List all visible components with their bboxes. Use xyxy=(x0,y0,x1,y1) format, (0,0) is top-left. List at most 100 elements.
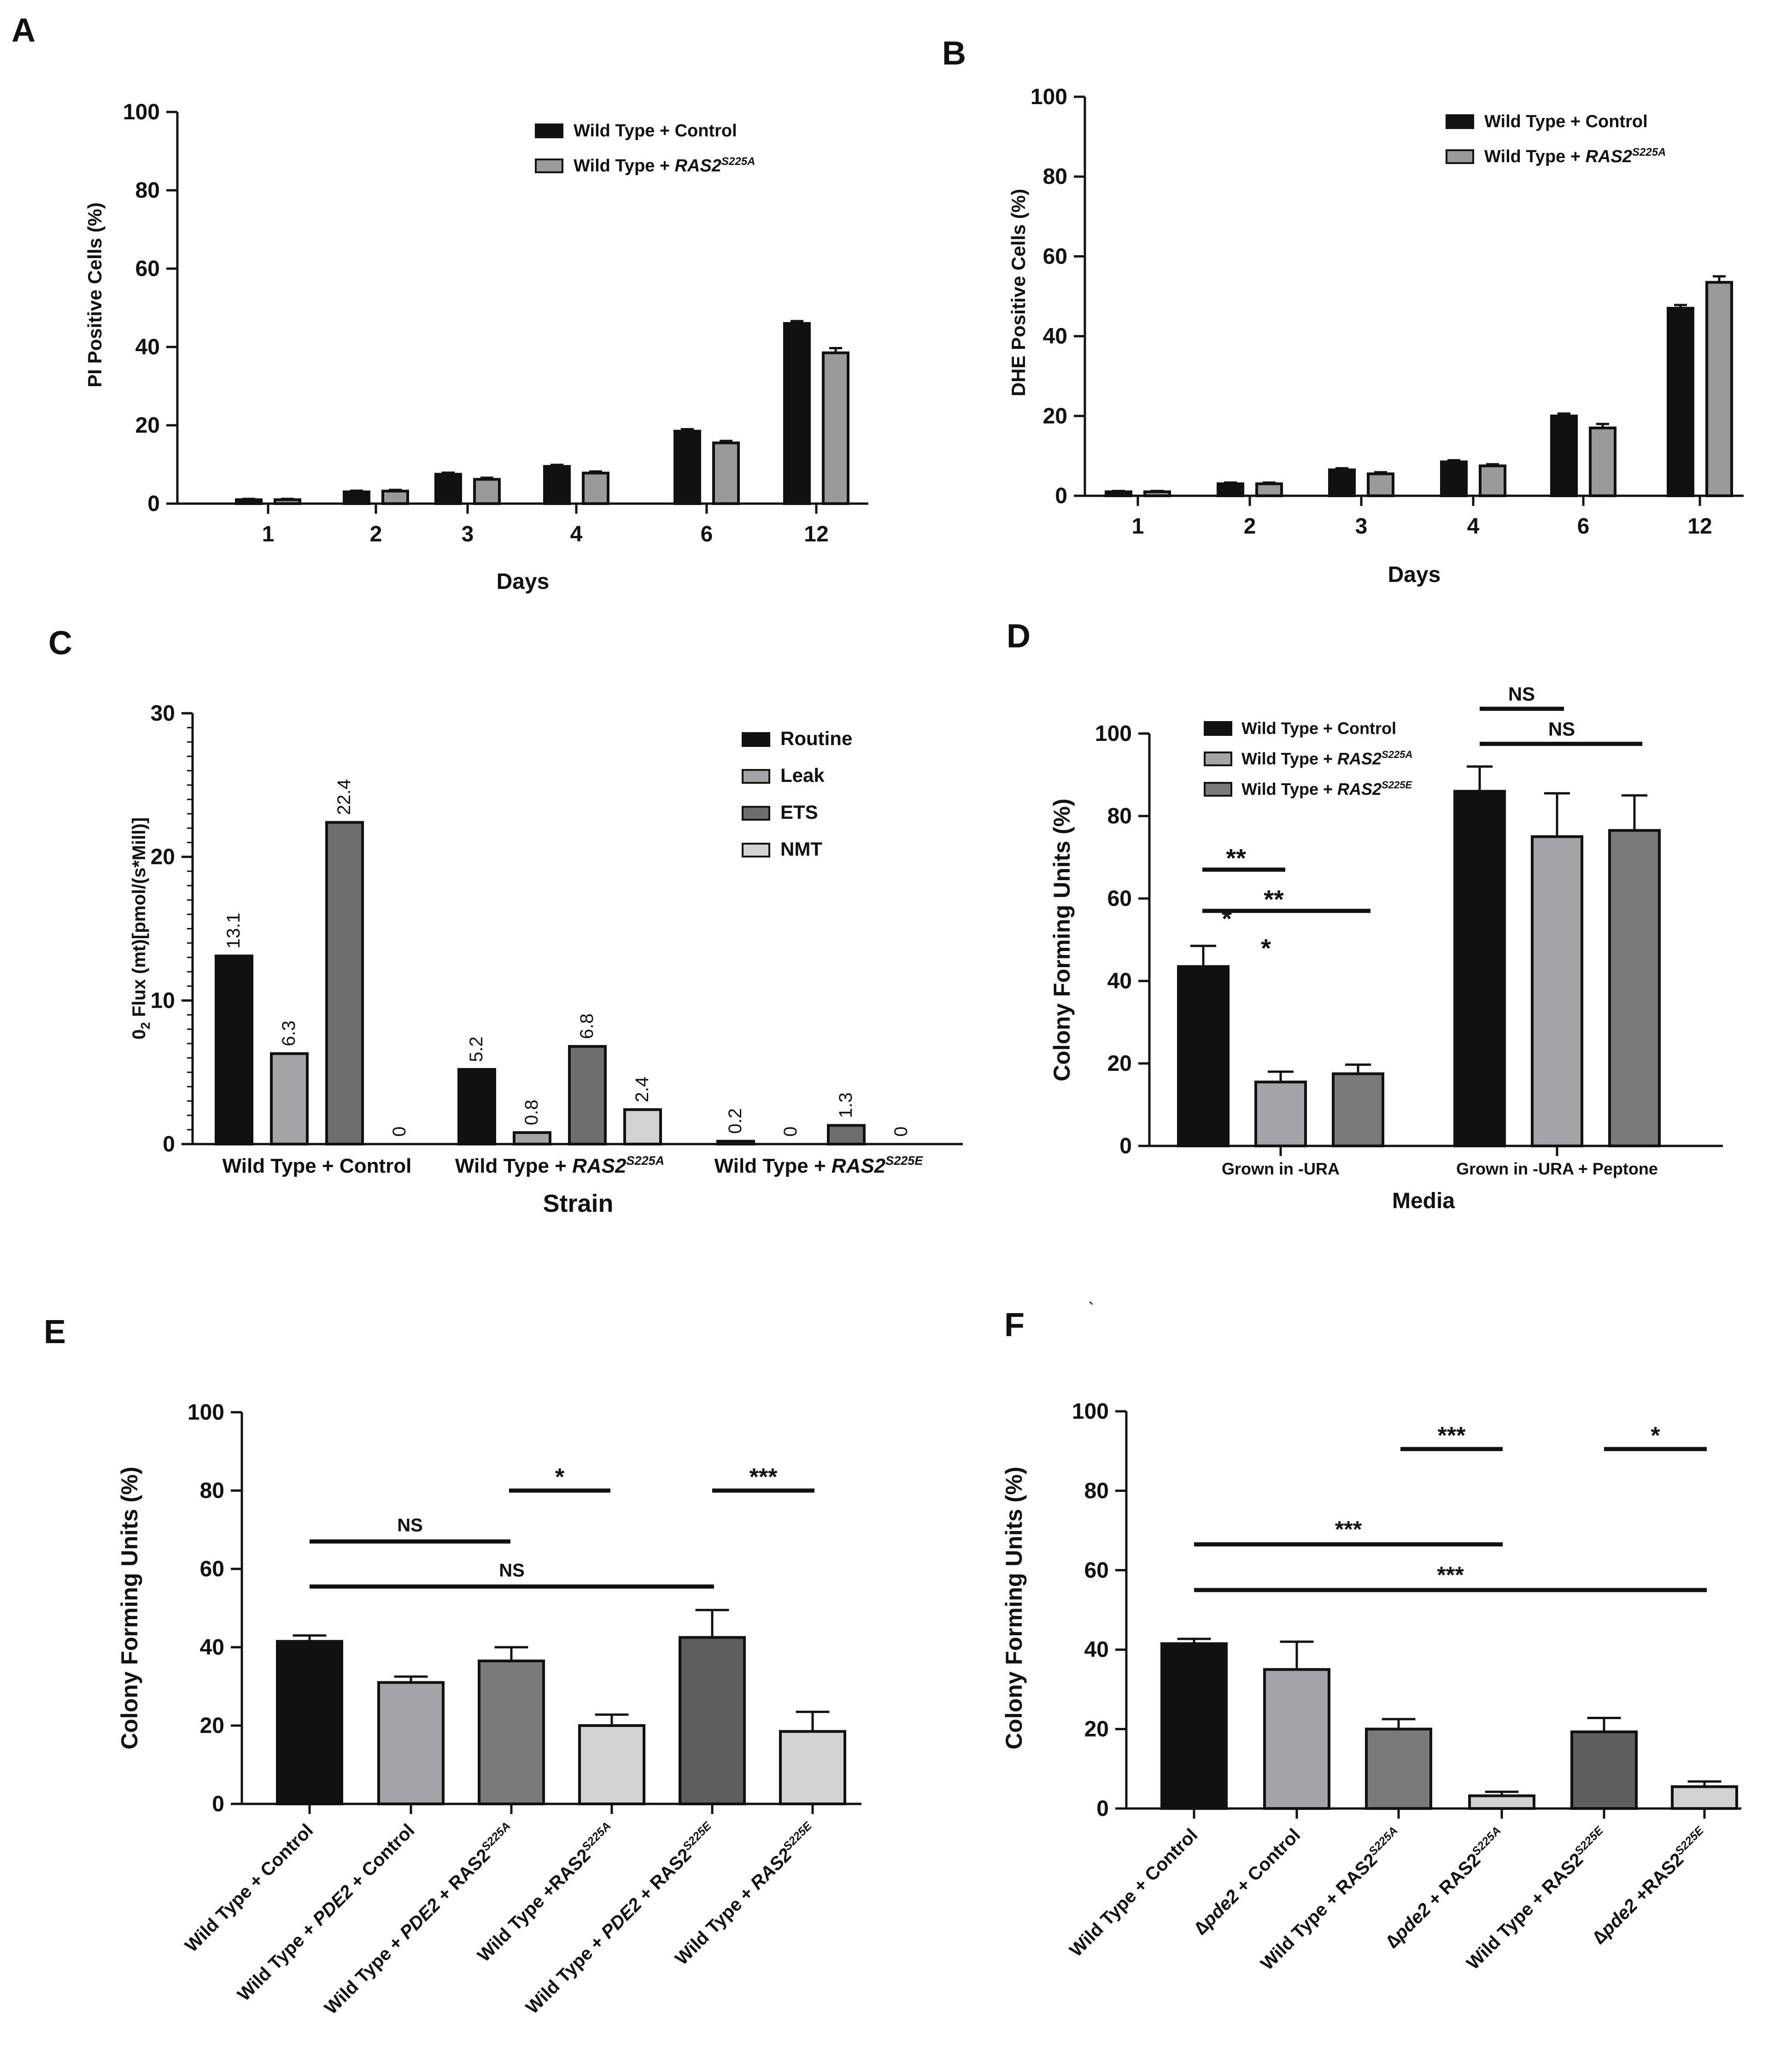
panel-e-y-tick-label: 0 xyxy=(212,1792,224,1816)
panel-c-data-label: 22.4 xyxy=(334,779,354,815)
panel-f-sig-label: *** xyxy=(1438,1422,1466,1449)
panel-label-a: A xyxy=(12,12,35,49)
panel-c-x-tick-label-2-sup: S225E xyxy=(885,1154,923,1168)
panel-b-y-tick-label: 0 xyxy=(1055,484,1067,508)
panel-b-x-tick-label: 3 xyxy=(1355,514,1368,539)
panel-d-sig-label: ** xyxy=(1226,843,1246,872)
panel-d-legend-label-1: Wild Type + RAS2S225A​ xyxy=(1242,749,1412,768)
panel-c-y-axis-label-sub: 2 xyxy=(138,1022,152,1029)
panel-f-bar-0 xyxy=(1160,1642,1228,1810)
panel-d-sig-label: NS xyxy=(1548,718,1575,740)
panel-c-legend-label-3: NMT xyxy=(780,838,822,860)
panel-a-x-tick-label: 2 xyxy=(370,522,382,546)
panel-c-legend-label-0: Routine xyxy=(780,728,852,749)
panel-b-bar-ras2-day-12 xyxy=(1705,281,1733,497)
panel-d-legend-label-2-pre: Wild Type + xyxy=(1242,780,1337,799)
panel-f-bar-2 xyxy=(1365,1727,1432,1810)
panel-c-y-axis-label: 02 Flux (mt)[pmol/(s*Mill)] xyxy=(129,817,152,1039)
panel-c-legend-label-2: ETS xyxy=(780,801,818,823)
panel-e-sig-label: NS xyxy=(499,1560,525,1580)
panel-c-y-tick-label: 0 xyxy=(163,1132,175,1157)
panel-a-legend-label-1-sup: S225A xyxy=(721,155,755,168)
panel-c-legend-swatch-2 xyxy=(742,806,770,821)
panel-e-y-tick-label: 80 xyxy=(200,1479,224,1503)
panel-c-bar-routine-0 xyxy=(215,954,253,1145)
panel-a-legend-swatch-0 xyxy=(535,123,563,138)
panel-f-sig-label: *** xyxy=(1437,1562,1464,1588)
panel-d-x-tick-label-0: Grown in -URA xyxy=(1222,1159,1340,1178)
panel-c-data-label: 0.2 xyxy=(725,1108,745,1134)
panel-c-bar-leak-1 xyxy=(513,1131,551,1145)
panel-b-y-tick-label: 60 xyxy=(1043,244,1067,269)
panel-a-legend-label-1: Wild Type + RAS2S225A​ xyxy=(574,155,755,176)
panel-b-bar-ras2-day-4 xyxy=(1479,464,1506,497)
panel-b-legend-swatch-0 xyxy=(1446,114,1474,129)
panel-d-legend-label-2-sup: S225E xyxy=(1382,779,1412,791)
panel-e-bar-4 xyxy=(679,1636,746,1805)
panel-e-sig-label: * xyxy=(555,1464,565,1491)
panel-d-legend-label-2-ital: RAS2 xyxy=(1337,780,1382,799)
panel-b-x-axis-label: Days xyxy=(1388,563,1441,587)
panel-e-bar-1 xyxy=(377,1681,445,1805)
panel-d-legend-label-1-pre: Wild Type + xyxy=(1242,749,1337,768)
panel-f-y-tick-label: 40 xyxy=(1084,1638,1109,1662)
panel-b-legend-label-1-pre: Wild Type + xyxy=(1484,147,1586,166)
panel-d-sig-label: ** xyxy=(1264,885,1284,914)
panel-c-x-tick-label-2: Wild Type + RAS2S225E​ xyxy=(714,1154,924,1177)
panel-f-y-axis-label: Colony Forming Units (%) xyxy=(1001,1467,1027,1750)
panel-a-x-axis-label: Days xyxy=(497,570,550,594)
panel-b-bar-ras2-day-2 xyxy=(1255,482,1283,498)
panel-c-x-tick-label-1-ital: RAS2 xyxy=(572,1155,627,1177)
panel-a-y-tick-label: 60 xyxy=(135,257,160,281)
panel-a-legend-label-0-pre: Wild Type + Control xyxy=(574,121,737,141)
panel-d-x-tick-label-1: Grown in -URA + Peptone xyxy=(1456,1159,1658,1178)
panel-e-bar-3 xyxy=(578,1724,645,1805)
panel-c-legend-swatch-0 xyxy=(742,732,770,747)
panel-d-y-tick-label: 80 xyxy=(1107,804,1132,828)
panel-c-y-axis-label-post: Flux (mt)[pmol/(s*Mill)] xyxy=(129,817,149,1022)
panel-d-sig-label: NS xyxy=(1508,683,1535,705)
panel-b-y-tick-label: 100 xyxy=(1031,85,1067,109)
panel-b-y-axis-label: DHE Positive Cells (%) xyxy=(1007,189,1029,396)
panel-b-bar-control-day-12 xyxy=(1667,306,1694,497)
panel-c-y-tick-label: 20 xyxy=(151,845,175,869)
panel-label-d: D xyxy=(1007,618,1031,655)
panel-c-data-label: 0 xyxy=(891,1127,911,1137)
panel-d-y-tick-label: 100 xyxy=(1095,722,1132,746)
panel-d-legend-swatch-1 xyxy=(1204,752,1232,766)
panel-b-bar-control-day-6 xyxy=(1550,414,1578,497)
panel-c-bar-ets-2 xyxy=(827,1124,866,1146)
panel-b-y-tick-label: 40 xyxy=(1043,324,1067,349)
panel-a-legend-swatch-1 xyxy=(535,159,563,173)
panel-a-x-tick-label: 4 xyxy=(570,522,583,546)
panel-f-bar-3 xyxy=(1468,1794,1535,1810)
panel-a-bar-ras2-day-6 xyxy=(712,441,740,505)
panel-a-y-tick-label: 80 xyxy=(135,178,160,203)
panel-a-x-tick-label: 1 xyxy=(262,522,275,546)
panel-d-bar-0-2 xyxy=(1332,1072,1384,1147)
panel-a-bar-ras2-day-1 xyxy=(274,498,301,505)
panel-b-bar-ras2-day-6 xyxy=(1589,426,1616,498)
panel-c-x-axis-label: Strain xyxy=(543,1190,613,1217)
panel-a-bar-control-day-1 xyxy=(235,498,263,505)
panel-d-y-axis-label: Colony Forming Units (%) xyxy=(1049,799,1075,1081)
panel-c-data-label: 0 xyxy=(780,1127,801,1137)
panel-f-bar-1 xyxy=(1263,1668,1330,1810)
panel-b-x-tick-label: 2 xyxy=(1244,514,1256,539)
panel-a-bar-ras2-day-2 xyxy=(381,489,409,505)
panel-f-y-tick-label: 60 xyxy=(1084,1558,1109,1583)
panel-c-data-label: 5.2 xyxy=(466,1036,486,1062)
panel-a-x-tick-label: 3 xyxy=(462,522,474,546)
panel-f-sig-label: *** xyxy=(1335,1516,1362,1542)
panel-a-legend-label-0: Wild Type + Control xyxy=(574,121,737,141)
panel-c-data-label: 13.1 xyxy=(223,913,244,949)
panel-b-legend-label-1-ital: RAS2 xyxy=(1586,147,1632,166)
panel-c-data-label: 1.3 xyxy=(836,1092,856,1118)
panel-b-legend-label-1-sup: S225A xyxy=(1632,146,1666,159)
panel-b-legend-label-0: Wild Type + Control xyxy=(1484,112,1648,131)
panel-b-bar-ras2-day-1 xyxy=(1143,490,1171,497)
